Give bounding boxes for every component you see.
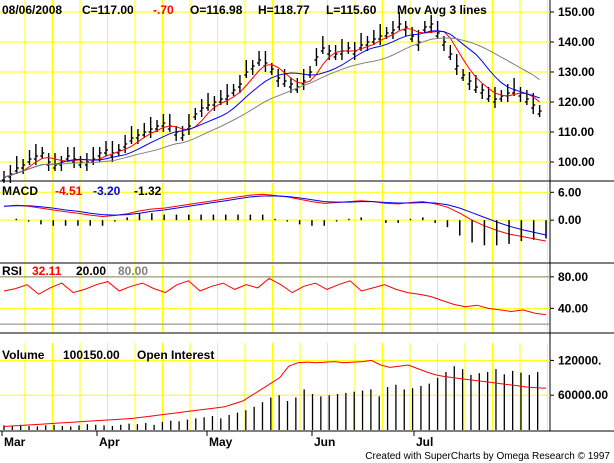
price-tick-label: 150.00: [558, 5, 595, 19]
footer-credit: Created with SuperCharts by Omega Resear…: [365, 451, 610, 462]
price-tick-label: 100.00: [558, 155, 595, 169]
rsi-panel: [0, 276, 550, 325]
header-low: L=115.60: [326, 3, 377, 17]
volume-tick-label: 60000.00: [558, 388, 608, 402]
grid: [0, 0, 614, 432]
volume-value: 100150.00: [63, 348, 120, 362]
header-high: H=118.77: [258, 3, 310, 17]
open-interest-line: [3, 359, 547, 427]
volume-header: Volume 100150.00 Open Interest: [2, 348, 214, 362]
volume-study: Open Interest: [137, 348, 214, 362]
header-open: O=116.98: [190, 3, 243, 17]
price-tick-label: 110.00: [558, 125, 594, 139]
header-close: C=117.00: [82, 3, 134, 17]
macd-value-2: -3.20: [93, 184, 121, 198]
rsi-tick-label: 40.00: [558, 301, 588, 315]
volume-tick-label: 120000.: [558, 353, 601, 367]
price-tick-label: 120.00: [558, 95, 595, 109]
x-tick-label: Apr: [99, 435, 120, 449]
macd-label: MACD: [2, 184, 38, 198]
price-header: 08/06/2008 C=117.00 -.70 O=116.98 H=118.…: [2, 3, 487, 17]
rsi-label: RSI: [2, 264, 22, 278]
rsi-value-1: 32.11: [32, 264, 62, 278]
x-axis: Mar Apr May Jun Jul: [1, 431, 433, 449]
rsi-tick-label: 80.00: [558, 270, 588, 284]
macd-tick-label: 0.00: [558, 213, 582, 227]
macd-tick-label: 6.00: [558, 185, 582, 199]
header-study: Mov Avg 3 lines: [397, 3, 487, 17]
x-tick-label: Mar: [4, 435, 26, 449]
macd-line-2: [3, 195, 547, 236]
macd-value-1: -4.51: [55, 184, 83, 198]
moving-average-2: [3, 30, 540, 178]
moving-average-3: [3, 37, 540, 178]
x-tick-label: Jul: [416, 435, 433, 449]
rsi-value-3: 80.00: [118, 264, 148, 278]
y-axes: 100.00 110.00 120.00 130.00 140.00 150.00 6.00…: [550, 5, 608, 402]
price-panel: [2, 12, 542, 183]
x-tick-label: Jun: [314, 435, 335, 449]
rsi-header: RSI 32.11 20.00 80.00: [2, 264, 148, 278]
macd-panel: [3, 193, 547, 246]
rsi-value-2: 20.00: [76, 264, 106, 278]
price-tick-label: 130.00: [558, 65, 595, 79]
price-tick-label: 140.00: [558, 35, 595, 49]
volume-panel: [3, 359, 547, 430]
header-date: 08/06/2008: [2, 3, 62, 17]
volume-label: Volume: [2, 348, 45, 362]
header-change: -.70: [153, 3, 174, 17]
x-tick-label: May: [209, 435, 233, 449]
macd-value-3: -1.32: [134, 184, 162, 198]
rsi-line: [3, 277, 547, 316]
macd-header: MACD -4.51 -3.20 -1.32: [2, 184, 162, 198]
